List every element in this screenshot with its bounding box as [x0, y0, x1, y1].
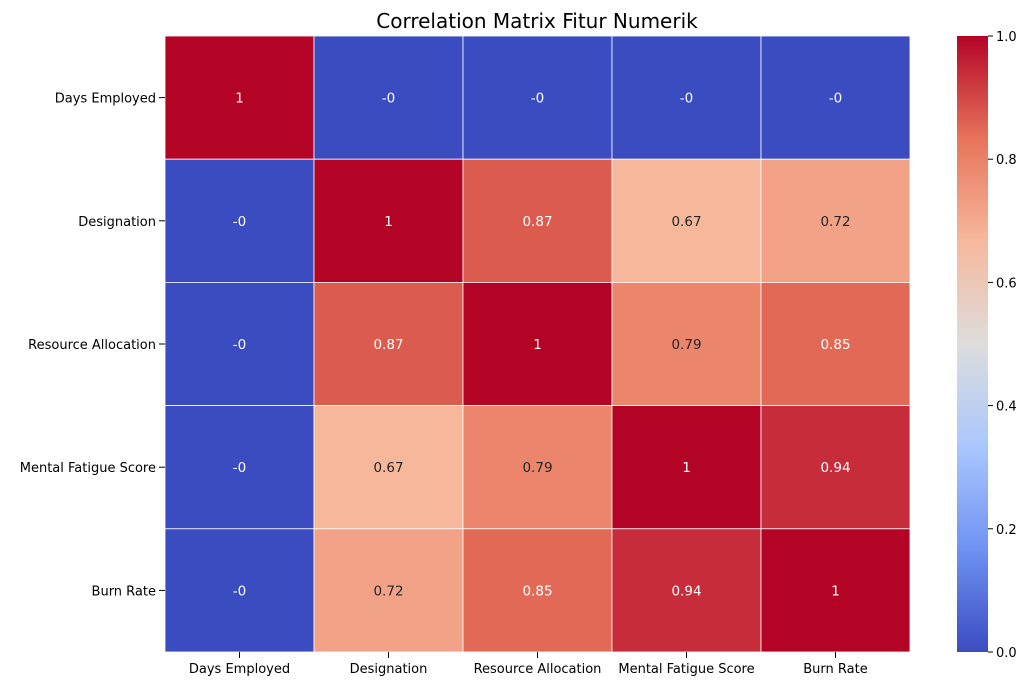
- heatmap-cell-r2-c3: [611, 281, 762, 406]
- colorbar-tick-label: 0.6: [996, 276, 1017, 291]
- column-label: Days Employed: [189, 662, 290, 677]
- heatmap-cell-r4-c1: [313, 528, 464, 653]
- cell-value-label: 1: [682, 460, 691, 476]
- heatmap-cell-r4-c4: [760, 528, 911, 653]
- column-label: Designation: [350, 662, 428, 677]
- heatmap-cell-r0-c2: [462, 35, 613, 160]
- row-labels: Days Employed Designation Resource Allocat…: [20, 92, 165, 599]
- heatmap-cell-r1-c0: [164, 158, 315, 283]
- heatmap-cell-r4-c2: [462, 528, 613, 653]
- heatmap-cell-r1-c1: [313, 158, 464, 283]
- cell-value-label: 0.85: [820, 337, 850, 353]
- heatmap-cell-r4-c0: [164, 528, 315, 653]
- cell-value-label: 0.72: [820, 214, 850, 230]
- chart-title: Correlation Matrix Fitur Numerik: [376, 9, 698, 33]
- colorbar-tick-label: 0.0: [996, 646, 1017, 661]
- heatmap-cell-r3-c1: [313, 405, 464, 530]
- heatmap-cell-r3-c3: [611, 405, 762, 530]
- cell-value-label: 0.67: [671, 214, 701, 230]
- cell-value-label: 1: [533, 337, 542, 353]
- column-label: Resource Allocation: [474, 662, 602, 677]
- cell-value-label: -0: [531, 91, 544, 107]
- cell-value-label: -0: [680, 91, 693, 107]
- heatmap-cell-r0-c0: [164, 35, 315, 160]
- cell-value-label: 0.87: [522, 214, 552, 230]
- colorbar-tick-label: 0.2: [996, 523, 1017, 538]
- heatmap-cell-r1-c2: [462, 158, 613, 283]
- cell-value-label: 0.94: [820, 460, 850, 476]
- cell-value-label: 1: [235, 91, 244, 107]
- heatmap-cell-r3-c2: [462, 405, 613, 530]
- heatmap-cell-r2-c2: [462, 281, 613, 406]
- cell-value-label: -0: [829, 91, 842, 107]
- heatmap-cell-r0-c3: [611, 35, 762, 160]
- colorbar: [957, 36, 988, 652]
- heatmap-cell-r0-c1: [313, 35, 464, 160]
- cell-value-label: 0.94: [671, 583, 701, 599]
- colorbar-tick-label: 0.4: [996, 400, 1017, 415]
- heatmap-cell-r0-c4: [760, 35, 911, 160]
- column-label: Burn Rate: [803, 662, 867, 677]
- cell-value-label: -0: [233, 214, 246, 230]
- cell-value-label: 0.85: [522, 583, 552, 599]
- heatmap-cell-r2-c4: [760, 281, 911, 406]
- row-label: Mental Fatigue Score: [20, 461, 156, 476]
- cell-value-label: 1: [831, 583, 840, 599]
- heatmap-cell-r3-c4: [760, 405, 911, 530]
- colorbar-tick-label: 0.8: [996, 153, 1017, 168]
- cell-value-label: 0.67: [373, 460, 403, 476]
- colorbar-tick-label: 1.0: [996, 30, 1017, 45]
- heatmap-cell-r2-c1: [313, 281, 464, 406]
- row-label: Days Employed: [55, 92, 156, 107]
- cell-value-label: -0: [233, 460, 246, 476]
- row-label: Resource Allocation: [28, 338, 156, 353]
- colorbar-ticks: 0.0 0.2 0.4 0.6 0.8 1.0: [988, 30, 1017, 661]
- cell-value-label: -0: [233, 583, 246, 599]
- column-labels: Days Employed Designation Resource Allocat…: [189, 652, 868, 677]
- cell-value-label: 0.87: [373, 337, 403, 353]
- row-label: Designation: [78, 215, 156, 230]
- cell-value-label: 0.79: [671, 337, 701, 353]
- cell-value-label: 0.79: [522, 460, 552, 476]
- heatmap-cells: 1 -0 -0 -0 -0 -0 1 0.87 0.67 0.72 -0 0.87 1 0.79 0.85 -…: [164, 35, 911, 653]
- column-label: Mental Fatigue Score: [618, 662, 754, 677]
- cell-value-label: 0.72: [373, 583, 403, 599]
- cell-value-label: -0: [233, 337, 246, 353]
- cell-value-label: -0: [382, 91, 395, 107]
- cell-value-label: 1: [384, 214, 393, 230]
- heatmap-cell-r1-c4: [760, 158, 911, 283]
- row-label: Burn Rate: [92, 584, 156, 599]
